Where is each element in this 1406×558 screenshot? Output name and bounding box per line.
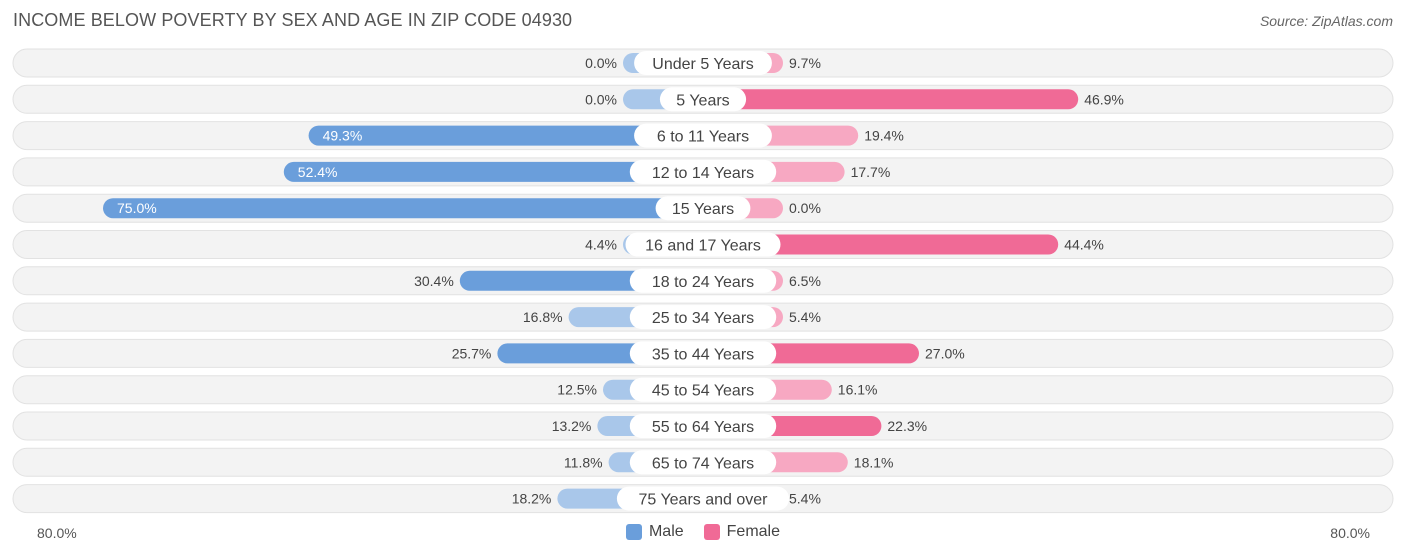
category-label: 12 to 14 Years bbox=[652, 165, 754, 182]
value-label-male: 4.4% bbox=[585, 237, 617, 253]
value-label-male: 18.2% bbox=[512, 491, 552, 507]
value-label-male: 0.0% bbox=[585, 91, 617, 107]
value-label-male: 75.0% bbox=[117, 200, 157, 216]
value-label-female: 5.4% bbox=[789, 491, 821, 507]
bar-female bbox=[703, 89, 1079, 110]
value-label-male: 13.2% bbox=[552, 418, 592, 434]
category-label: 18 to 24 Years bbox=[652, 274, 754, 291]
value-label-male: 12.5% bbox=[557, 382, 597, 398]
value-label-male: 49.3% bbox=[323, 128, 363, 144]
value-label-female: 44.4% bbox=[1064, 237, 1104, 253]
legend-item-female: Female bbox=[703, 523, 781, 541]
value-label-female: 0.0% bbox=[789, 200, 821, 216]
bar-male bbox=[308, 125, 703, 146]
category-pill bbox=[634, 51, 772, 75]
legend-swatch-female bbox=[703, 524, 720, 540]
value-label-male: 52.4% bbox=[298, 164, 338, 180]
category-pill bbox=[659, 87, 747, 112]
value-label-male: 16.8% bbox=[523, 309, 563, 325]
value-label-female: 46.9% bbox=[1084, 91, 1124, 107]
category-pill bbox=[629, 341, 777, 366]
category-pill bbox=[629, 377, 777, 402]
value-label-female: 19.4% bbox=[864, 128, 904, 144]
value-label-female: 9.7% bbox=[789, 55, 821, 71]
category-pill bbox=[655, 196, 751, 221]
value-label-female: 17.7% bbox=[851, 164, 891, 180]
chart-title: INCOME BELOW POVERTY BY SEX AND AGE IN Z… bbox=[13, 10, 573, 30]
chart-svg: 0.0% 9.7% Under 5 Years 0.0% 46.9% 5 Years 49.… bbox=[12, 48, 1394, 514]
category-label: 5 Years bbox=[676, 92, 729, 109]
category-label: 35 to 44 Years bbox=[652, 346, 754, 363]
value-label-female: 16.1% bbox=[838, 382, 878, 398]
category-pill bbox=[629, 268, 777, 293]
category-pill bbox=[634, 123, 772, 148]
value-label-female: 5.4% bbox=[789, 309, 821, 325]
category-label: 15 Years bbox=[672, 201, 734, 218]
category-label: 6 to 11 Years bbox=[657, 129, 749, 146]
legend-swatch-male bbox=[625, 524, 642, 540]
category-label: 16 and 17 Years bbox=[645, 238, 761, 255]
bar-female bbox=[703, 234, 1059, 255]
value-label-female: 22.3% bbox=[887, 418, 927, 434]
source-label: Source: ZipAtlas.com bbox=[1259, 13, 1393, 29]
category-label: 55 to 64 Years bbox=[652, 419, 754, 436]
category-pill bbox=[629, 450, 777, 475]
category-label: 65 to 74 Years bbox=[652, 455, 754, 472]
category-label: Under 5 Years bbox=[652, 56, 753, 73]
value-label-female: 18.1% bbox=[854, 454, 894, 470]
value-label-male: 0.0% bbox=[585, 55, 617, 71]
legend-label-female: Female bbox=[726, 523, 781, 540]
category-pill bbox=[629, 414, 777, 438]
legend: Male Female bbox=[0, 523, 1406, 541]
legend-item-male: Male bbox=[625, 523, 684, 541]
value-label-female: 27.0% bbox=[925, 345, 965, 361]
value-label-female: 6.5% bbox=[789, 273, 821, 289]
category-label: 25 to 34 Years bbox=[652, 310, 754, 327]
legend-label-male: Male bbox=[648, 523, 684, 540]
category-label: 75 Years and over bbox=[639, 492, 769, 509]
category-label: 45 to 54 Years bbox=[652, 383, 754, 400]
axis-label-right: 80.0% bbox=[1330, 525, 1370, 541]
bar-male bbox=[103, 198, 703, 219]
value-label-male: 25.7% bbox=[452, 345, 492, 361]
value-label-male: 30.4% bbox=[414, 273, 454, 289]
value-label-male: 11.8% bbox=[564, 454, 603, 470]
category-pill bbox=[629, 159, 777, 184]
bar-male bbox=[283, 161, 703, 182]
category-pill bbox=[616, 486, 790, 511]
category-pill bbox=[625, 232, 781, 257]
category-pill bbox=[629, 305, 777, 330]
axis-label-left: 80.0% bbox=[37, 525, 77, 541]
